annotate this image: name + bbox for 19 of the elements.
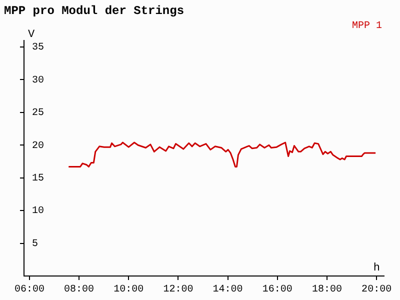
x-tick-label: 18:00 [312,284,342,296]
x-axis-title: h [373,262,380,274]
y-tick-label: 30 [32,75,44,86]
chart-title: MPP pro Modul der Strings [4,4,184,18]
y-tick-label: 35 [32,42,44,54]
text: MPP 1 [352,21,382,32]
y-tick-label: 15 [32,173,44,184]
x-tick-label: 10:00 [114,284,144,296]
x-tick-label: 20:00 [362,284,392,296]
x-tick-label: 16:00 [262,284,292,296]
y-tick-label: 10 [32,206,44,218]
x-tick-label: 14:00 [212,284,243,296]
x-tick-label: 12:00 [163,284,194,296]
x-tick-label: 06:00 [14,284,44,296]
y-tick-label: 20 [32,140,44,152]
x-tick-label: 08:00 [64,284,94,296]
y-tick-label: 5 [32,238,38,250]
y-tick-label: 25 [32,108,44,120]
y-axis-title: V [28,28,35,41]
